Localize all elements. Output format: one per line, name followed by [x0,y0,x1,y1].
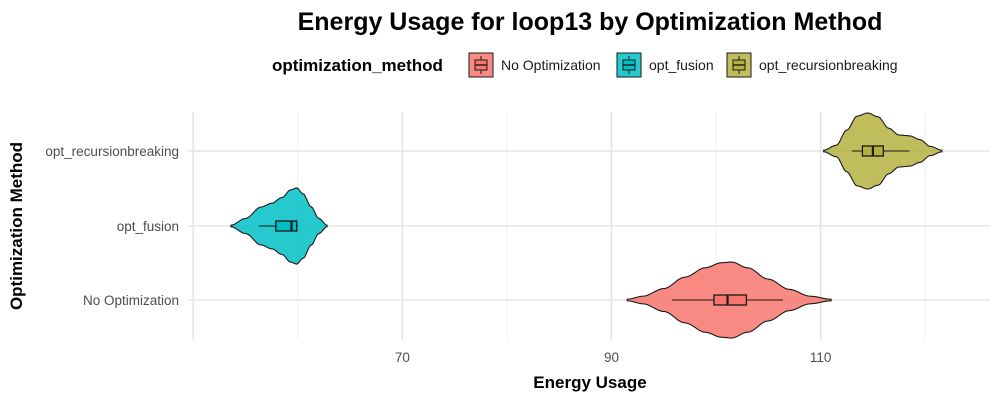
legend-label: opt_fusion [649,57,714,73]
legend-label: opt_recursionbreaking [759,57,898,73]
box [713,294,748,306]
y-tick-label: No Optimization [83,293,179,308]
violin-0 [626,261,832,339]
legend-title: optimization_method [272,56,443,75]
legend-label: No Optimization [501,57,601,73]
box [275,220,298,232]
x-tick-label: 70 [395,350,410,365]
plot-area [188,112,990,340]
x-axis-ticks: 70 90 110 [395,350,832,365]
y-axis-ticks: No Optimization opt_fusion opt_recursionbr… [45,144,179,308]
legend-entry: No Optimization [468,52,601,78]
x-axis-title: Energy Usage [533,373,646,392]
violin-2 [823,112,943,190]
y-axis-title: Optimization Method [7,142,26,310]
chart-title: Energy Usage for loop13 by Optimization … [298,8,883,36]
y-tick-label: opt_recursionbreaking [45,144,179,159]
legend-entry: opt_recursionbreaking [726,52,898,78]
x-tick-label: 90 [604,350,619,365]
violin-1 [230,187,328,265]
legend: optimization_method No Optimization opt_f… [272,52,898,78]
x-tick-label: 110 [810,350,832,365]
violins [230,112,943,339]
y-tick-label: opt_fusion [117,219,179,234]
legend-entry: opt_fusion [616,52,714,78]
